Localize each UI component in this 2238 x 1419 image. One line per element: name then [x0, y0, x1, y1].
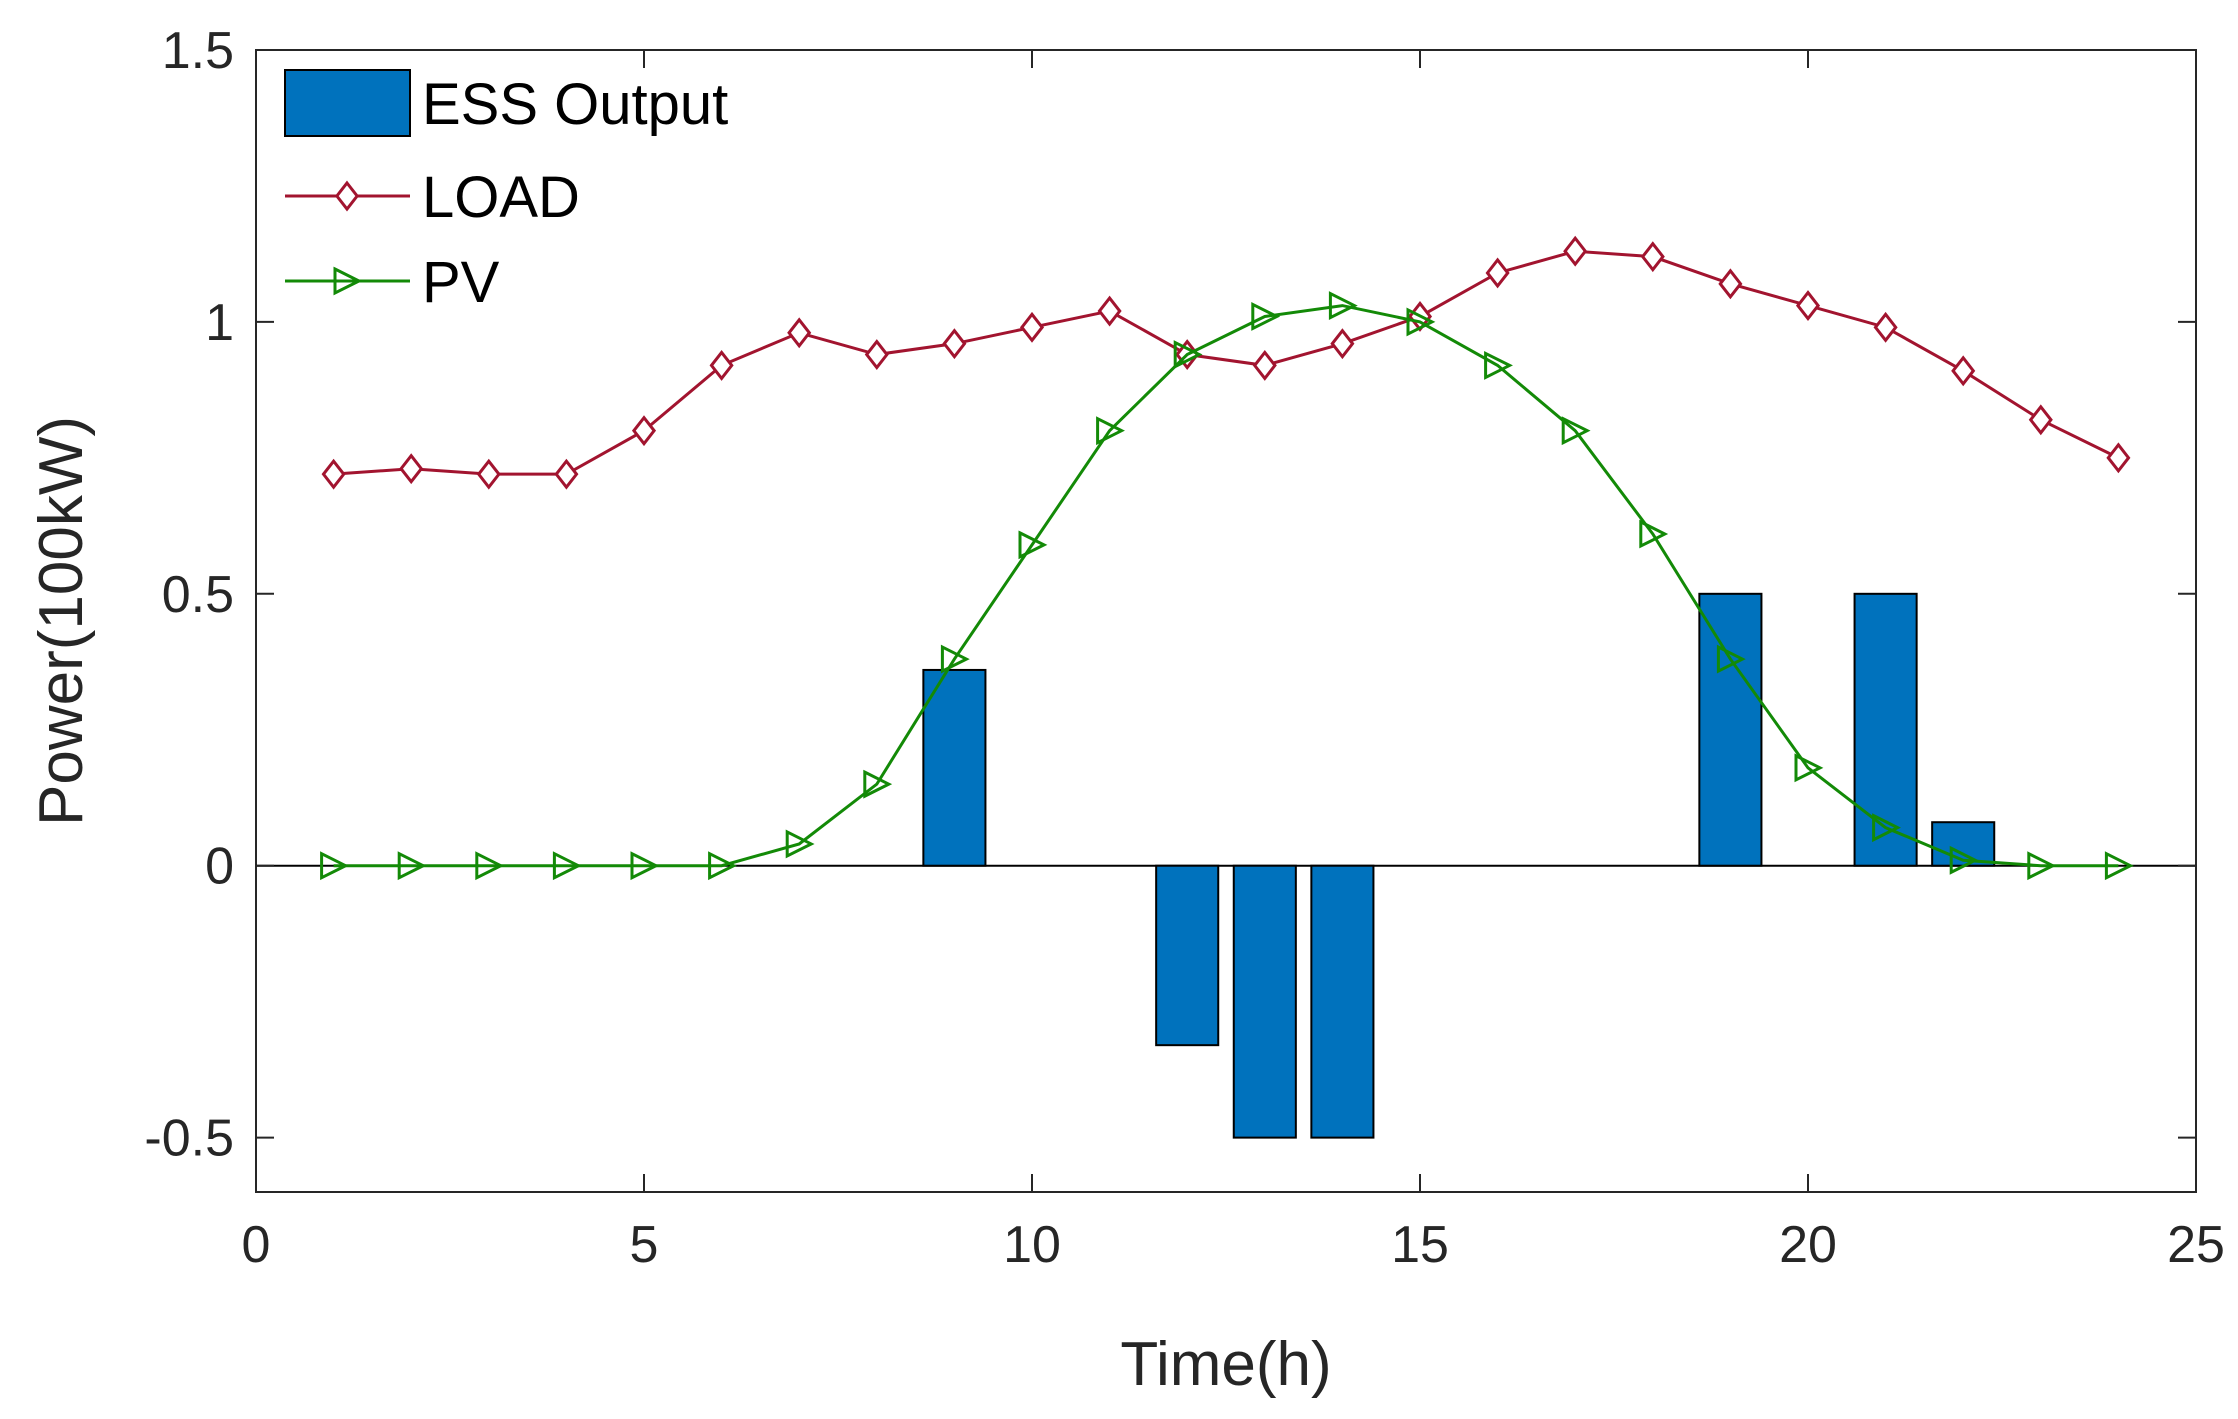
- x-tick-label: 5: [630, 1216, 659, 1274]
- load-marker: [321, 458, 346, 490]
- legend-swatch-ess-output: [284, 69, 411, 137]
- pv-marker: [1328, 291, 1358, 321]
- pv-marker: [320, 851, 349, 881]
- load-marker: [787, 317, 812, 349]
- pv-marker: [2104, 851, 2134, 881]
- pv-marker: [1484, 350, 1513, 380]
- load-marker: [1485, 257, 1510, 289]
- x-tick-label: 25: [2167, 1216, 2225, 1274]
- pv-marker: [397, 851, 427, 881]
- legend-marker-pv: [333, 266, 363, 296]
- y-tick-label: 1: [205, 294, 234, 352]
- pv-marker: [475, 851, 505, 881]
- load-marker: [476, 458, 501, 490]
- pv-marker: [1639, 519, 1669, 549]
- load-marker: [709, 349, 734, 381]
- ess-output-bar: [1310, 864, 1375, 1139]
- legend: ESS Output LOAD PV: [284, 69, 728, 315]
- load-marker: [2106, 442, 2131, 474]
- ess-output-bar: [1931, 821, 1996, 867]
- legend-marker-load: [334, 180, 360, 212]
- y-tick-label: 0.5: [162, 566, 234, 624]
- x-axis-label: Time(h): [1120, 1330, 1331, 1399]
- axis-ticks: 0 5 10 15 20 25-0.500.511.5: [144, 22, 2225, 1274]
- load-marker: [1563, 235, 1588, 267]
- pv-marker: [1949, 845, 1979, 875]
- ess-output-bar: [1853, 592, 1918, 867]
- load-marker: [1640, 241, 1665, 273]
- x-tick-label: 10: [1003, 1216, 1061, 1274]
- legend-label-ess-output: ESS Output: [422, 72, 728, 137]
- pv-marker: [552, 851, 582, 881]
- pv-marker: [1251, 302, 1281, 331]
- ess-output-bar: [1155, 864, 1220, 1047]
- load-marker: [864, 339, 889, 370]
- y-tick-label: 0: [205, 838, 234, 896]
- load-marker: [554, 458, 579, 490]
- load-marker: [399, 453, 424, 485]
- pv-marker: [785, 829, 815, 859]
- pv-marker: [1561, 416, 1591, 446]
- pv-marker: [863, 769, 893, 799]
- load-marker: [2028, 404, 2053, 436]
- load-marker: [1019, 311, 1045, 343]
- load-marker: [1097, 295, 1122, 327]
- load-marker: [1873, 311, 1898, 343]
- pv-marker: [630, 851, 660, 881]
- load-marker: [1330, 328, 1355, 360]
- pv-marker: [708, 851, 737, 881]
- load-marker: [1718, 268, 1743, 300]
- pv-marker: [1872, 813, 1901, 843]
- y-tick-label: -0.5: [144, 1110, 234, 1168]
- x-tick-label: 0: [242, 1216, 271, 1274]
- load-marker: [1795, 290, 1821, 322]
- pv-marker: [1716, 644, 1746, 674]
- x-tick-label: 20: [1779, 1216, 1837, 1274]
- load-marker: [942, 328, 967, 360]
- pv-marker: [1173, 340, 1203, 369]
- pv-marker: [2027, 851, 2057, 881]
- y-axis-label: Power(100kW): [27, 416, 96, 826]
- series-lines: [320, 235, 2134, 881]
- pv-marker: [940, 644, 970, 674]
- pv-marker: [1794, 753, 1824, 783]
- pv-marker: [1096, 416, 1125, 446]
- load-marker: [1951, 355, 1976, 387]
- ess-output-bar: [1232, 864, 1297, 1139]
- load-line: [333, 249, 2120, 476]
- pv-marker: [1018, 530, 1048, 560]
- ess-output-bar: [922, 668, 987, 867]
- y-tick-label: 1.5: [162, 22, 234, 80]
- x-tick-label: 15: [1391, 1216, 1449, 1274]
- ess-output-bar: [1698, 592, 1763, 867]
- pv-marker: [1406, 307, 1436, 337]
- load-marker: [631, 415, 657, 447]
- load-marker: [1252, 349, 1277, 381]
- legend-label-load: LOAD: [422, 165, 580, 230]
- legend-label-pv: PV: [422, 250, 500, 315]
